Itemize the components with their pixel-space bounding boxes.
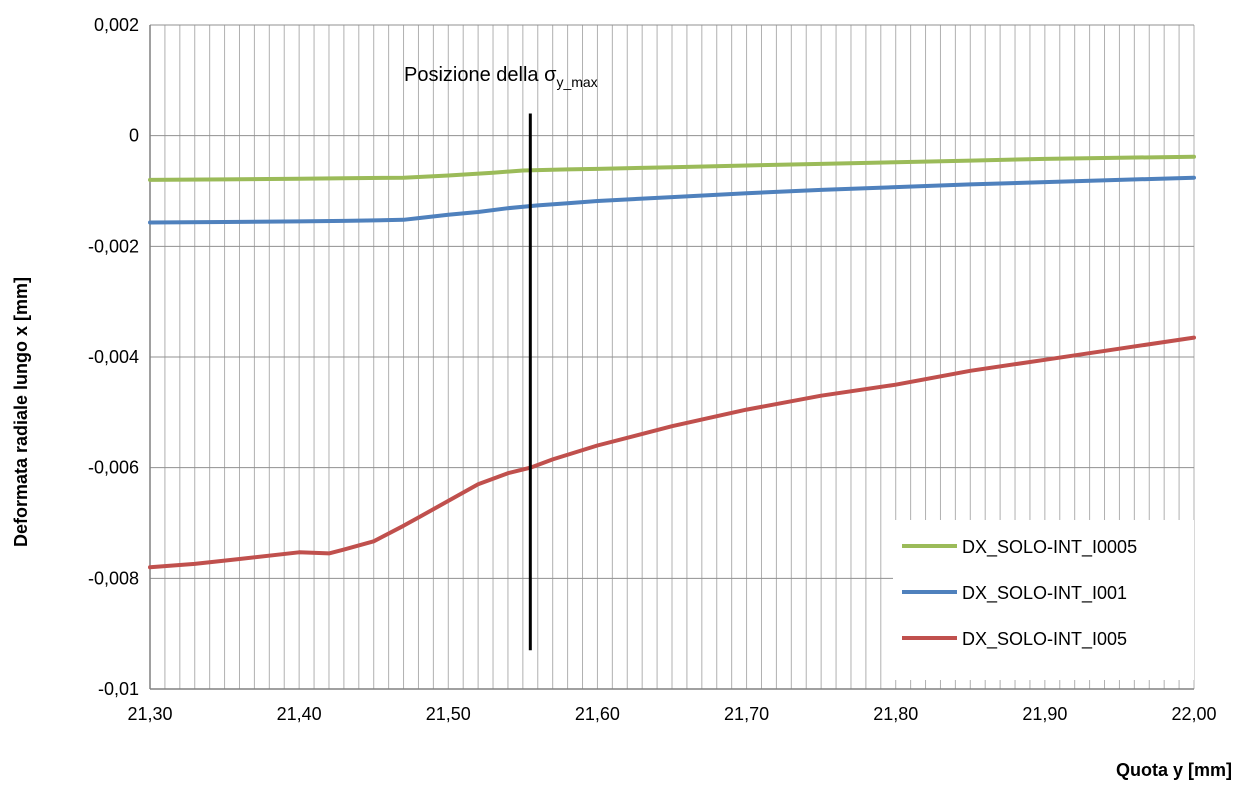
y-tick-labels: 0,002 0 -0,002 -0,004 -0,006 -0,008 -0,01 [88,15,139,699]
y-tick-label: -0,004 [88,347,139,367]
y-tick-label: -0,002 [88,236,139,256]
x-tick-label: 22,00 [1171,704,1216,724]
x-tick-label: 21,40 [277,704,322,724]
y-axis-title: Deformata radiale lungo x [mm] [11,277,31,547]
series-line-3 [148,335,1196,570]
annotation-subscript: y_max [556,74,597,90]
y-tick-label: 0,002 [94,15,139,35]
series-line-1 [148,154,1196,182]
y-tick-label: -0,006 [88,458,139,478]
x-tick-labels: 21,30 21,40 21,50 21,60 21,70 21,80 21,90 22,00 [127,704,1216,724]
legend-label: DX_SOLO-INT_I001 [962,583,1127,604]
y-tick-label: -0,008 [88,568,139,588]
legend: DX_SOLO-INT_I0005 DX_SOLO-INT_I001 DX_SOLO… [893,520,1194,680]
y-tick-label: 0 [129,126,139,146]
annotation-main-text: Posizione della σ [404,64,557,86]
y-tick-label: -0,01 [98,679,139,699]
plot-grid [149,24,1195,690]
x-tick-label: 21,30 [127,704,172,724]
x-tick-label: 21,60 [575,704,620,724]
x-tick-label: 21,50 [426,704,471,724]
legend-label: DX_SOLO-INT_I005 [962,629,1127,650]
x-tick-label: 21,80 [873,704,918,724]
series-layer [148,154,1196,570]
x-tick-label: 21,70 [724,704,769,724]
x-tick-label: 21,90 [1022,704,1067,724]
x-axis-title: Quota y [mm] [1116,760,1232,780]
legend-label: DX_SOLO-INT_I0005 [962,537,1137,558]
series-line-2 [148,175,1196,225]
sigma-max-annotation: Posizione della σy_max [404,64,598,90]
